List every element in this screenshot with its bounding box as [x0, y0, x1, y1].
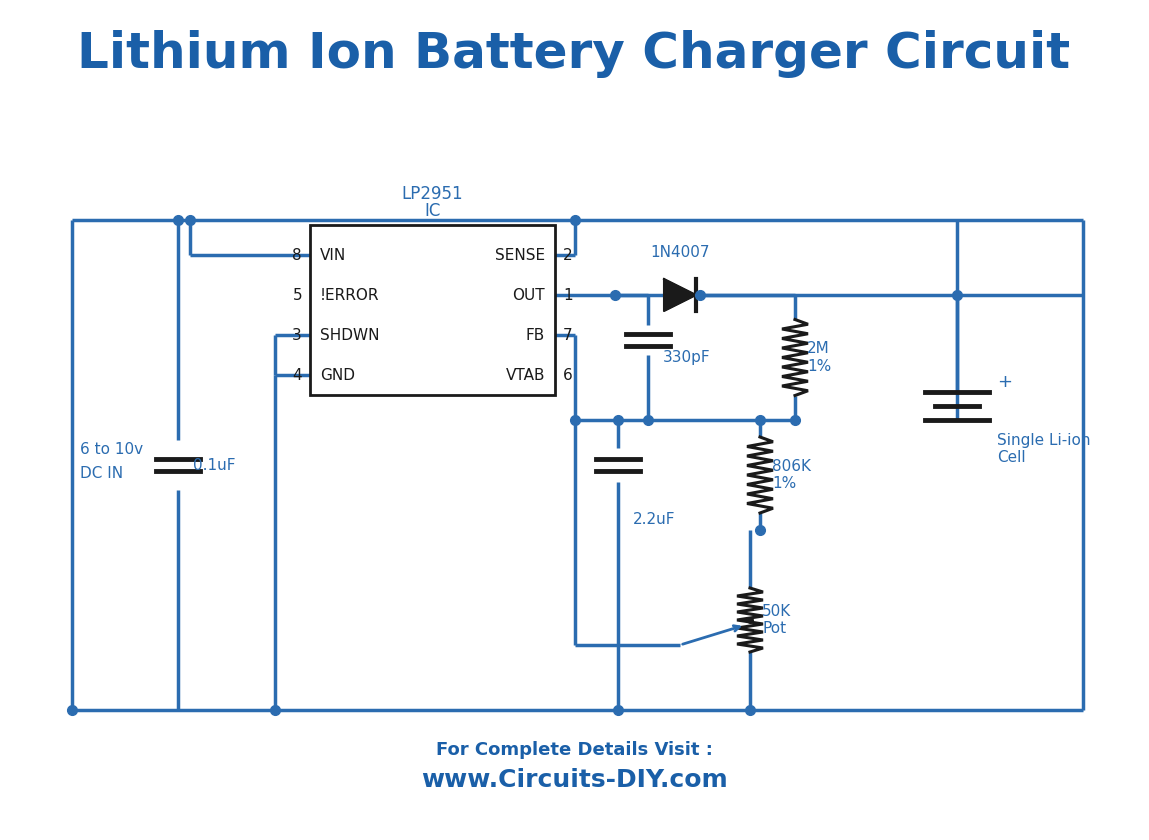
Text: Lithium Ion Battery Charger Circuit: Lithium Ion Battery Charger Circuit — [77, 30, 1071, 78]
Text: 8: 8 — [292, 248, 302, 262]
Text: 5: 5 — [292, 287, 302, 302]
Text: SHDWN: SHDWN — [321, 328, 379, 343]
Text: For Complete Details Visit :: For Complete Details Visit : — [435, 741, 712, 759]
Text: DC IN: DC IN — [80, 465, 123, 480]
Text: VTAB: VTAB — [506, 368, 545, 382]
Text: GND: GND — [321, 368, 355, 382]
Text: 1: 1 — [563, 287, 572, 302]
Text: SENSE: SENSE — [495, 248, 545, 262]
Text: 330pF: 330pF — [663, 350, 710, 365]
Text: 7: 7 — [563, 328, 572, 343]
Text: 1N4007: 1N4007 — [650, 245, 710, 260]
Text: 6: 6 — [563, 368, 572, 382]
Bar — [310, 225, 555, 395]
Polygon shape — [664, 279, 696, 311]
Text: LP2951: LP2951 — [402, 185, 463, 203]
Text: OUT: OUT — [512, 287, 545, 302]
Text: 2: 2 — [563, 248, 572, 262]
Text: 0.1uF: 0.1uF — [193, 458, 236, 472]
Text: VIN: VIN — [321, 248, 346, 262]
Text: 50K
Pot: 50K Pot — [762, 604, 792, 636]
Text: !ERROR: !ERROR — [321, 287, 379, 302]
Text: 6 to 10v: 6 to 10v — [80, 443, 144, 458]
Text: 3: 3 — [292, 328, 302, 343]
Text: +: + — [997, 373, 1012, 391]
Text: Single Li-ion: Single Li-ion — [997, 433, 1090, 448]
Text: 4: 4 — [292, 368, 302, 382]
Text: 806K
1%: 806K 1% — [772, 459, 811, 491]
Text: 2M
1%: 2M 1% — [807, 341, 831, 374]
Text: IC: IC — [424, 202, 441, 220]
Text: Cell: Cell — [997, 450, 1026, 465]
Text: FB: FB — [526, 328, 545, 343]
Text: 2.2uF: 2.2uF — [633, 512, 676, 528]
Text: www.Circuits-DIY.com: www.Circuits-DIY.com — [421, 768, 727, 792]
